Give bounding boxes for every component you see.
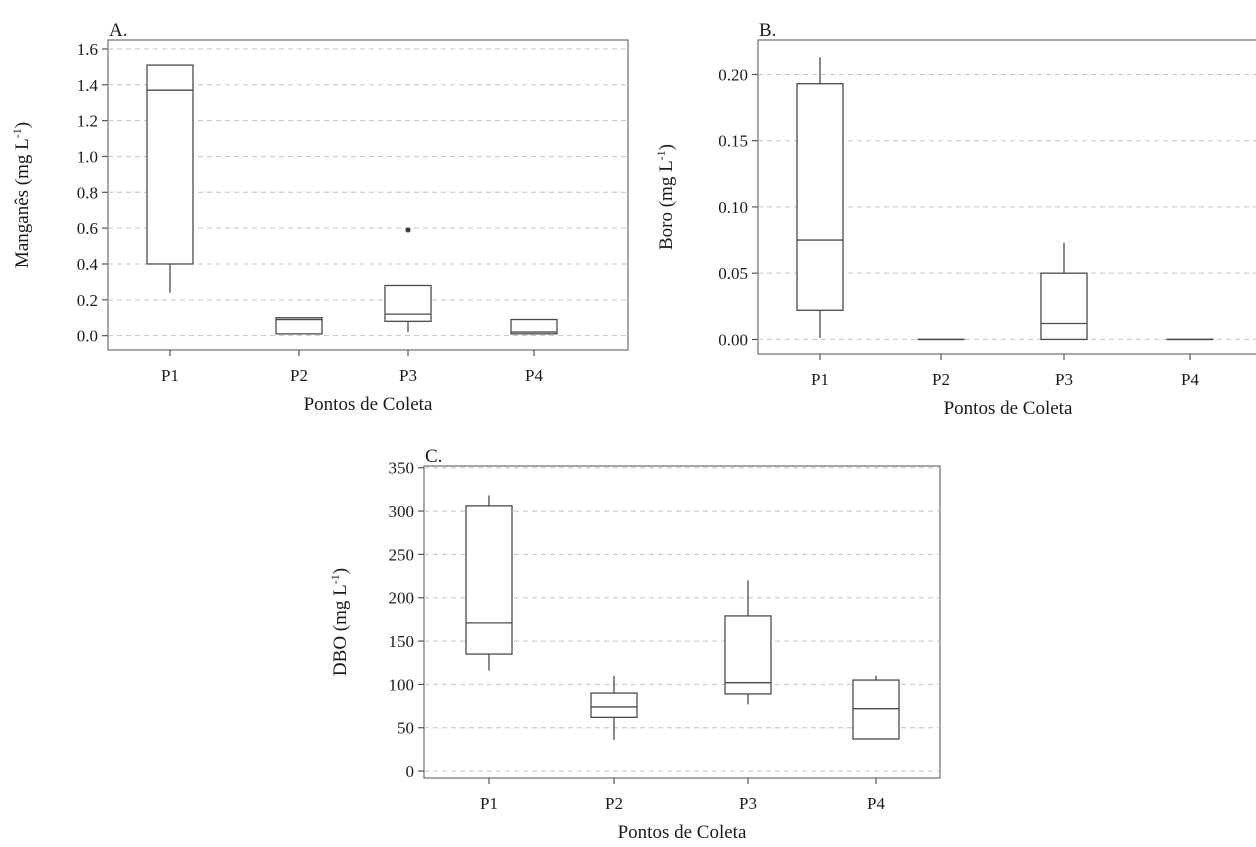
panel-a-manganese: 0.0 0.2 0.4 0.6 0.8 1.0 1.2 1.4 1.6 P1 P2 P3 P4 Ponto… <box>10 20 629 415</box>
x-tick-label: P2 <box>290 366 308 385</box>
y-tick-label: 0 <box>406 762 415 781</box>
boxplot-p3 <box>384 227 432 333</box>
y-tick-label: 0.05 <box>718 264 748 283</box>
iqr-box <box>384 284 432 322</box>
x-tick-label: P4 <box>1181 370 1199 389</box>
panel-label: C. <box>425 446 442 467</box>
y-axis-title-close: ) <box>12 122 33 128</box>
panel-label: A. <box>109 20 127 41</box>
y-tick-label: 200 <box>389 589 415 608</box>
x-tick-label: P4 <box>525 366 543 385</box>
y-tick-label: 0.20 <box>718 65 748 84</box>
panel-label: B. <box>759 20 776 41</box>
y-tick-label: 300 <box>389 502 415 521</box>
boxplot-p2 <box>275 317 323 335</box>
boxplot-p1 <box>146 64 194 293</box>
iqr-box <box>590 692 638 718</box>
y-axis-title-close: ) <box>330 568 351 574</box>
y-tick-label: 0.0 <box>77 327 98 346</box>
plot-frame <box>107 39 629 351</box>
panel-c-bod: 0 50 100 150 200 250 300 350 P1 P2 P3 P4 Pontos de C… <box>328 446 941 843</box>
y-axis-title: Manganês (mg L-1) <box>10 122 33 268</box>
y-tick-label: 250 <box>389 545 415 564</box>
y-tick-label: 1.6 <box>77 40 98 59</box>
iqr-box <box>852 679 900 740</box>
iqr-box <box>510 318 558 335</box>
y-tick-label: 50 <box>397 719 414 738</box>
x-tick-label: P3 <box>739 794 757 813</box>
y-tick-label: 0.2 <box>77 291 98 310</box>
x-tick-label: P1 <box>161 366 179 385</box>
y-tick-label: 1.0 <box>77 147 98 166</box>
y-axis-title: DBO (mg L-1) <box>328 568 351 676</box>
y-tick-label: 0.4 <box>77 255 99 274</box>
x-tick-label: P1 <box>811 370 829 389</box>
y-axis-title-superscript: -1 <box>654 150 668 160</box>
boxplot-p4 <box>510 318 558 335</box>
y-tick-label: 0.15 <box>718 132 748 151</box>
x-axis-title: Pontos de Coleta <box>618 822 747 843</box>
x-tick-label: P3 <box>399 366 417 385</box>
y-tick-label: 1.4 <box>77 76 99 95</box>
boxplot-p4 <box>852 675 900 740</box>
iqr-box <box>465 505 513 655</box>
iqr-box <box>275 317 323 335</box>
y-axis-title-close: ) <box>656 144 677 150</box>
boxplot-p3 <box>724 580 772 705</box>
y-axis-title-main: DBO (mg L <box>330 584 351 676</box>
outlier-point <box>405 227 411 233</box>
x-tick-label: P2 <box>932 370 950 389</box>
iqr-box <box>796 83 844 311</box>
y-tick-label: 350 <box>389 459 415 478</box>
boxplot-p1 <box>796 57 844 339</box>
y-tick-label: 0.00 <box>718 330 748 349</box>
y-axis-title-main: Manganês (mg L <box>12 138 33 268</box>
x-axis-title: Pontos de Coleta <box>304 394 433 415</box>
x-tick-label: P3 <box>1055 370 1073 389</box>
boxplot-p1 <box>465 495 513 671</box>
iqr-box <box>724 615 772 695</box>
iqr-box <box>146 64 194 265</box>
y-tick-label: 0.10 <box>718 198 748 217</box>
y-tick-label: 0.6 <box>77 219 98 238</box>
boxplot-p2 <box>590 675 638 740</box>
y-tick-label: 100 <box>389 675 415 694</box>
y-tick-label: 150 <box>389 632 415 651</box>
x-axis-title: Pontos de Coleta <box>944 398 1073 419</box>
x-tick-label: P1 <box>480 794 498 813</box>
y-axis-title-main: Boro (mg L <box>656 160 677 250</box>
y-axis-title-superscript: -1 <box>328 574 342 584</box>
y-tick-label: 1.2 <box>77 112 98 131</box>
y-tick-label: 0.8 <box>77 183 98 202</box>
x-tick-label: P4 <box>867 794 885 813</box>
boxplot-p3 <box>1040 242 1088 341</box>
panel-b-boron: 0.00 0.05 0.10 0.15 0.20 P1 P2 P3 P4 Pontos de Co… <box>654 20 1256 419</box>
x-tick-label: P2 <box>605 794 623 813</box>
y-axis-title: Boro (mg L-1) <box>654 144 677 250</box>
iqr-box <box>1040 272 1088 341</box>
y-axis-title-superscript: -1 <box>10 128 24 138</box>
